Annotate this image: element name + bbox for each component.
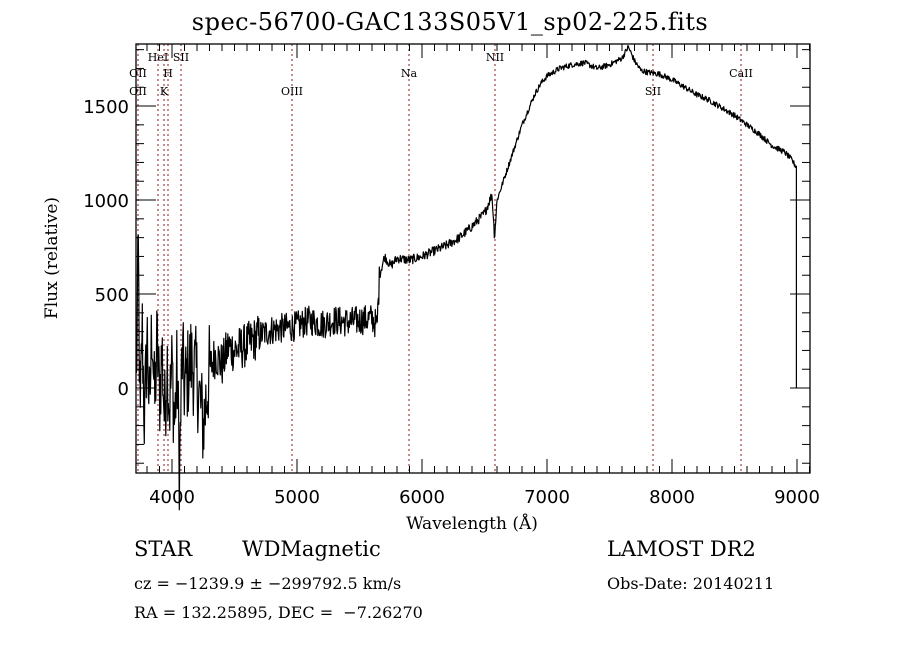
- spectrum-line: [135, 45, 797, 511]
- x-tick-label: 5000: [274, 487, 320, 508]
- line-marker-label: CaII: [729, 67, 753, 80]
- line-marker-label: SII: [173, 51, 189, 64]
- redshift-readout: cz = −1239.9 ± −299792.5 km/s: [134, 574, 402, 593]
- line-marker-label: OIII: [281, 85, 303, 98]
- line-marker-label: K: [160, 85, 169, 98]
- x-tick-label: 8000: [649, 487, 695, 508]
- object-subclass: WDMagnetic: [242, 537, 381, 561]
- x-tick-label: 4000: [149, 487, 195, 508]
- line-marker-label: Na: [401, 67, 418, 80]
- line-marker-label: NII: [486, 51, 504, 64]
- x-tick-label: 7000: [524, 487, 570, 508]
- line-marker-label: OII: [129, 67, 147, 80]
- y-tick-label: 1000: [83, 191, 129, 212]
- line-marker-label: OII: [129, 85, 147, 98]
- axes: 4000 5000 6000 7000 8000 9000 0 500 1000 1500: [83, 43, 820, 508]
- object-class: STAR: [134, 537, 193, 561]
- plot-frame: [135, 43, 811, 474]
- line-marker-label: SII: [645, 85, 661, 98]
- observation-date: Obs-Date: 20140211: [607, 574, 775, 593]
- x-axis-label: Wavelength (Å): [406, 513, 538, 534]
- coordinates-readout: RA = 132.25895, DEC = −7.26270: [134, 603, 423, 622]
- survey-name: LAMOST DR2: [607, 537, 756, 561]
- x-tick-label: 9000: [774, 487, 820, 508]
- line-marker-labels: HeI SII NII OII H Na CaII OII K OIII SII: [129, 51, 753, 98]
- y-tick-label: 1500: [83, 97, 129, 118]
- line-markers: [137, 44, 742, 473]
- line-marker-label: H: [163, 67, 173, 80]
- y-axis-label: Flux (relative): [42, 197, 62, 319]
- y-tick-label: 0: [118, 379, 129, 400]
- x-tick-label: 6000: [399, 487, 445, 508]
- line-marker-label: HeI: [148, 51, 168, 64]
- chart-title: spec-56700-GAC133S05V1_sp02-225.fits: [191, 8, 709, 36]
- spectrum-series: [135, 45, 797, 511]
- y-tick-label: 500: [95, 285, 129, 306]
